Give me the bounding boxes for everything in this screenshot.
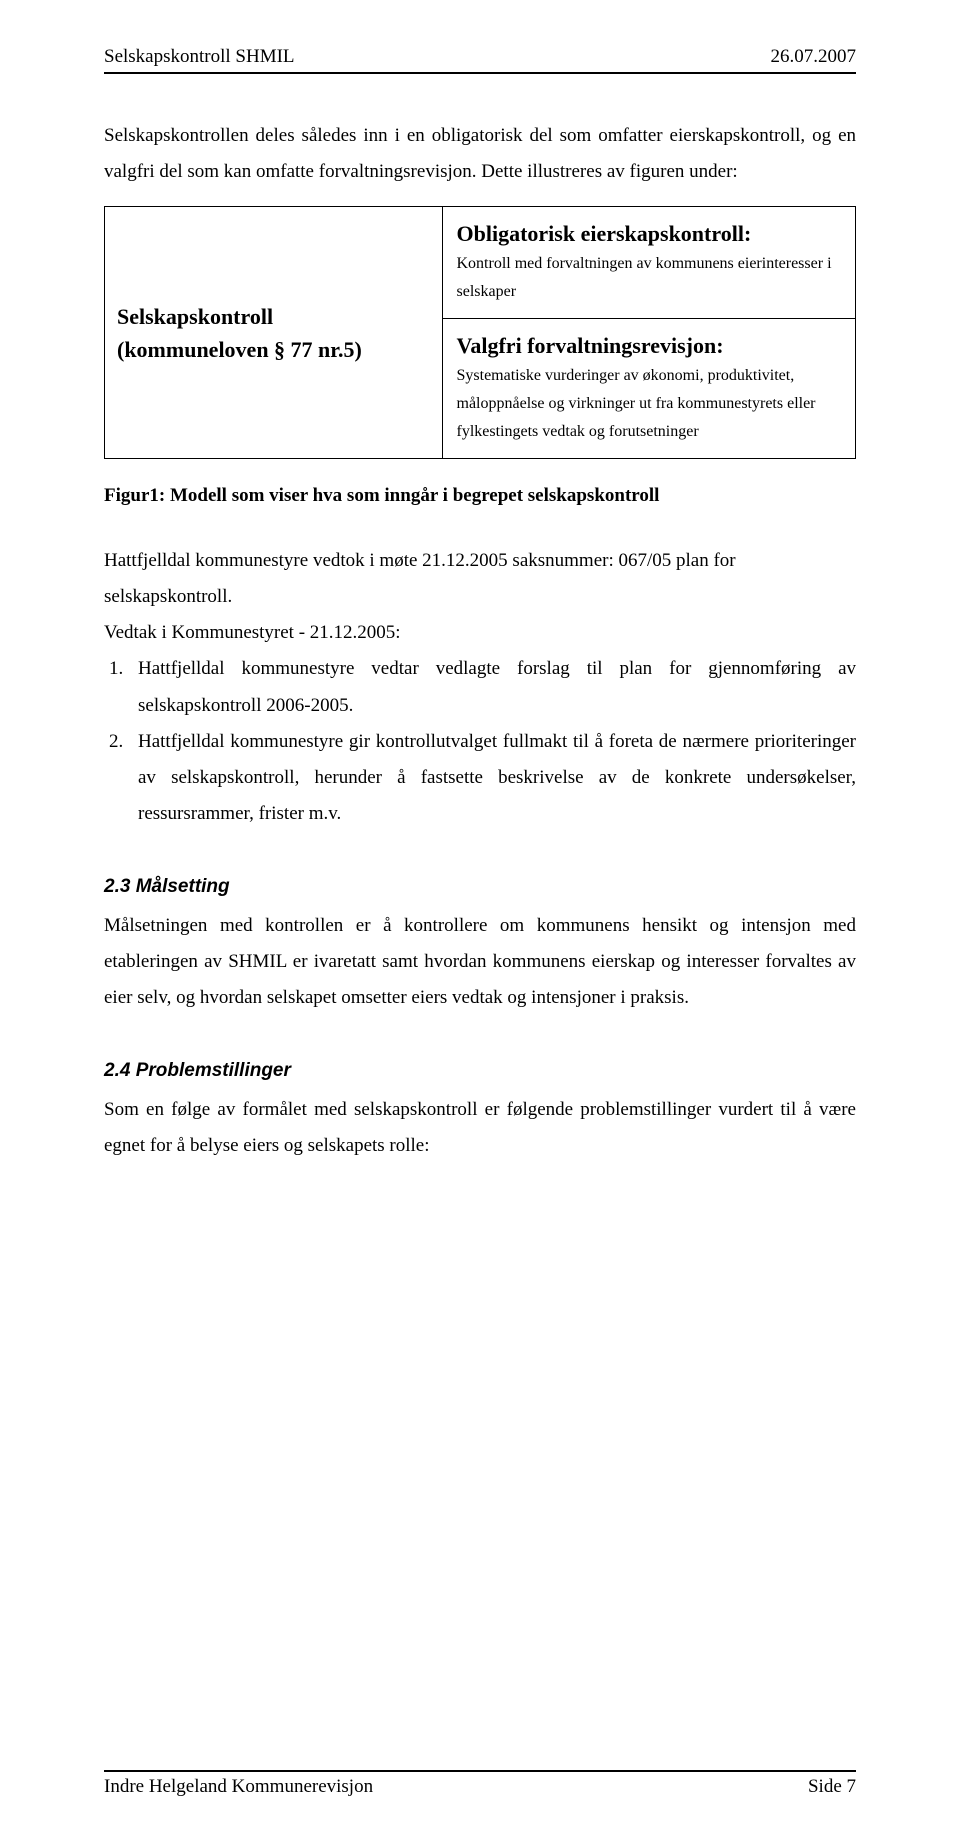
section-2-3-body: Målsetningen med kontrollen er å kontrol… (104, 908, 856, 1016)
body-p3: Vedtak i Kommunestyret - 21.12.2005: (104, 615, 856, 651)
obligatorisk-body: Kontroll med forvaltningen av kommunens … (457, 250, 842, 306)
page-header: Selskapskontroll SHMIL 26.07.2007 (104, 46, 856, 68)
list-item: Hattfjelldal kommunestyre vedtar vedlagt… (128, 651, 856, 723)
left-title-line1: Selskapskontroll (117, 300, 430, 333)
section-2-4-title: 2.4 Problemstillinger (104, 1060, 856, 1082)
table-bot-right: Valgfri forvaltningsrevisjon: Systematis… (443, 319, 856, 458)
footer-left: Indre Helgeland Kommunerevisjon (104, 1776, 373, 1798)
left-title-line2: (kommuneloven § 77 nr.5) (117, 333, 430, 366)
obligatorisk-title: Obligatorisk eierskapskontroll: (457, 217, 842, 250)
header-right: 26.07.2007 (771, 46, 857, 68)
intro-paragraph: Selskapskontrollen deles således inn i e… (104, 118, 856, 190)
table-top-right: Obligatorisk eierskapskontroll: Kontroll… (443, 207, 856, 319)
section-2-3-title: 2.3 Målsetting (104, 876, 856, 898)
footer-right: Side 7 (808, 1776, 856, 1798)
table-right-cell: Obligatorisk eierskapskontroll: Kontroll… (443, 207, 856, 458)
list-item: Hattfjelldal kommunestyre gir kontrollut… (128, 724, 856, 832)
page-footer: Indre Helgeland Kommunerevisjon Side 7 (104, 1770, 856, 1798)
header-left: Selskapskontroll SHMIL (104, 46, 295, 68)
model-table: Selskapskontroll (kommuneloven § 77 nr.5… (104, 206, 856, 459)
footer-rule (104, 1770, 856, 1772)
header-rule (104, 72, 856, 74)
vedtak-list: Hattfjelldal kommunestyre vedtar vedlagt… (128, 651, 856, 831)
valgfri-title: Valgfri forvaltningsrevisjon: (457, 329, 842, 362)
valgfri-body: Systematiske vurderinger av økonomi, pro… (457, 362, 842, 446)
body-p2: Hattfjelldal kommunestyre vedtok i møte … (104, 543, 856, 615)
table-left-cell: Selskapskontroll (kommuneloven § 77 nr.5… (105, 207, 443, 458)
figure-caption: Figur1: Modell som viser hva som inngår … (104, 485, 856, 507)
section-2-4-body: Som en følge av formålet med selskapskon… (104, 1092, 856, 1164)
